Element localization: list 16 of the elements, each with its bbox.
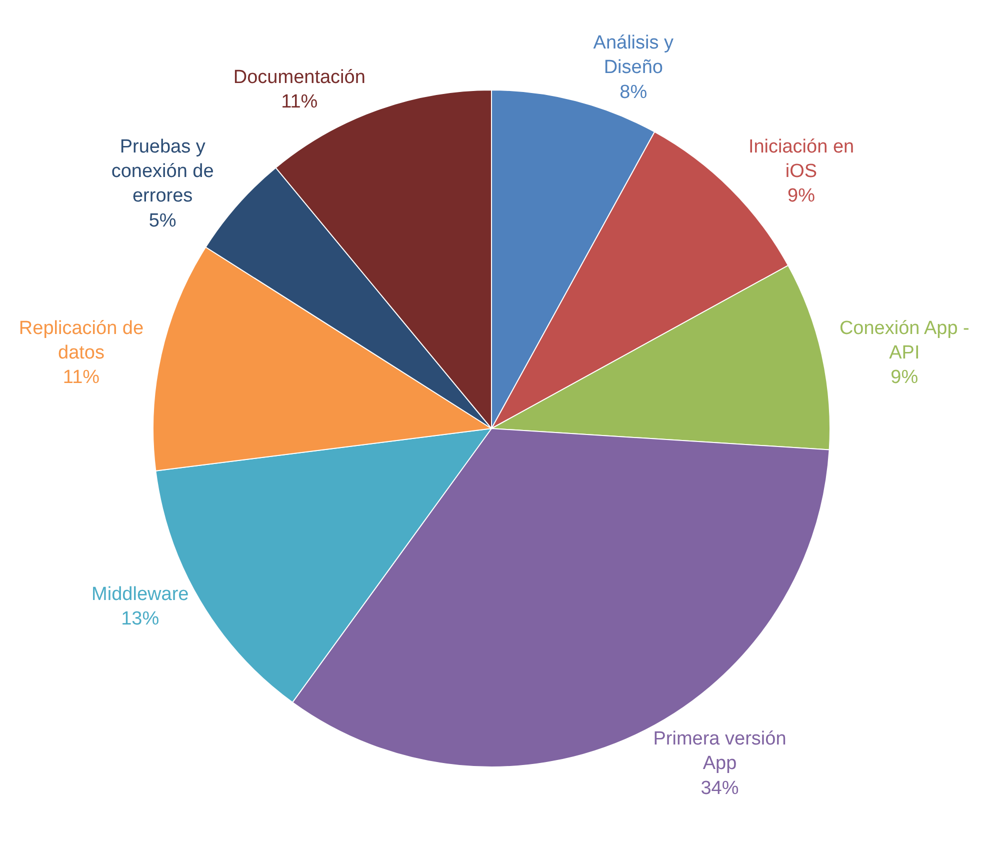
data-label: 9%: [890, 367, 918, 388]
slice-label: Primera versión App: [653, 728, 786, 774]
data-label: 11%: [281, 92, 318, 113]
data-label: 11%: [62, 367, 100, 388]
data-label: 8%: [620, 82, 648, 103]
data-label: 34%: [700, 778, 739, 799]
slice-label: Pruebas y conexión de errores: [111, 136, 214, 207]
slice-label: Replicación de datos: [18, 318, 144, 364]
slice-label: Iniciación en iOS: [748, 136, 854, 182]
slice-label: Conexión App - API: [839, 318, 970, 364]
slice-label: Documentación: [233, 66, 366, 88]
data-label: 13%: [121, 608, 160, 630]
slice-label: Análisis y Diseño: [593, 32, 674, 78]
data-label: 5%: [148, 210, 176, 232]
data-label: 9%: [788, 186, 816, 207]
slice-label: Middleware: [92, 584, 189, 605]
